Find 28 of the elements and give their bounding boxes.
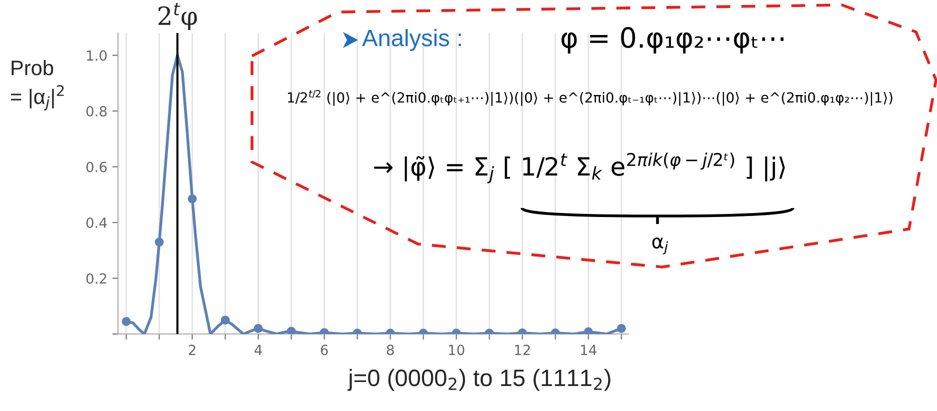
y-tick-label: 0.6: [86, 162, 107, 172]
annotation: φ = 0.φ₁φ₂⋯φₜ⋯: [562, 27, 784, 54]
ref-line-label: 2$^{t}$φ: [158, 2, 197, 30]
x-tick-label: 14: [581, 344, 596, 355]
x-tick-label: 2: [188, 344, 196, 355]
point: [188, 194, 197, 204]
y-axis-title: Prob = |α$_{j}$|$^{2}$: [11, 60, 64, 110]
x-tick-label: 4: [254, 344, 262, 355]
y-tick-label: 1.0: [87, 50, 107, 61]
point: [220, 316, 230, 325]
annotation: 1/2$^{t/2}$ (|0⟩ + e^(2πi0.φₜφₜ₊₁⋯)|1⟩)(|0⟩ + e^(2πi0.φₜ₋₁φₜ⋯)|1⟩)⋯(|0⟩ + e^(2πi0.φ₁φ₂⋯)|1⟩): [288, 90, 892, 106]
point: [254, 324, 263, 333]
y-tick-label: 0.4: [86, 217, 107, 228]
annotation: Analysis :: [362, 28, 461, 52]
point: [584, 327, 593, 334]
x-tick-label: 6: [320, 344, 328, 356]
point: [616, 324, 626, 333]
y-tick-label: 0.2: [86, 273, 106, 284]
x-tick-label: 8: [386, 344, 394, 356]
x-tick-label: 10: [449, 344, 464, 356]
x-axis-title: j=0 (0000$_{2}$) to 15 (1111$_{2}$): [348, 368, 610, 391]
text: α$_{j}$: [652, 237, 668, 254]
text: → |φ̃⟩ = Σ$_{j}$ [ 1/2$^{t}$ Σ$_{k}$ e$^{2πik(φ−j/2ᵗ)}$ ] |j⟩: [374, 152, 785, 184]
point: [286, 326, 296, 334]
point: [154, 238, 164, 247]
y-tick-label: 0.8: [86, 106, 107, 117]
point: [122, 316, 131, 326]
x-tick-label: 12: [515, 344, 530, 355]
